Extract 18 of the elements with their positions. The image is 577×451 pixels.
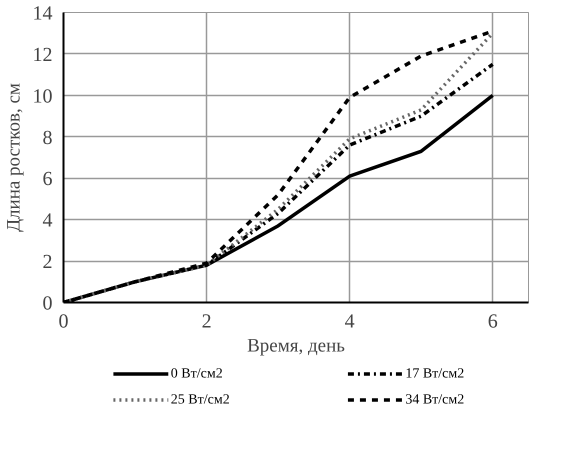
x-tick-label: 6	[488, 310, 498, 332]
y-tick-label: 4	[42, 210, 52, 232]
legend-label: 17 Вт/см2	[405, 366, 464, 382]
x-tick-label: 4	[344, 310, 355, 332]
y-tick-label: 12	[32, 44, 52, 66]
legend-label: 0 Вт/см2	[170, 366, 223, 382]
y-tick-label: 2	[42, 251, 52, 274]
y-axis-title: Длина ростков, см	[4, 83, 24, 232]
legend-label: 34 Вт/см2	[405, 392, 464, 408]
x-tick-label: 2	[202, 310, 212, 332]
legend-label: 25 Вт/см2	[170, 392, 230, 408]
y-tick-label: 0	[42, 292, 52, 314]
y-tick-label: 6	[42, 168, 52, 190]
x-tick-label: 0	[58, 310, 68, 332]
y-tick-label: 14	[32, 2, 52, 24]
y-tick-label: 8	[42, 126, 52, 149]
y-tick-label: 10	[32, 85, 52, 108]
x-axis-title: Время, день	[247, 336, 346, 356]
